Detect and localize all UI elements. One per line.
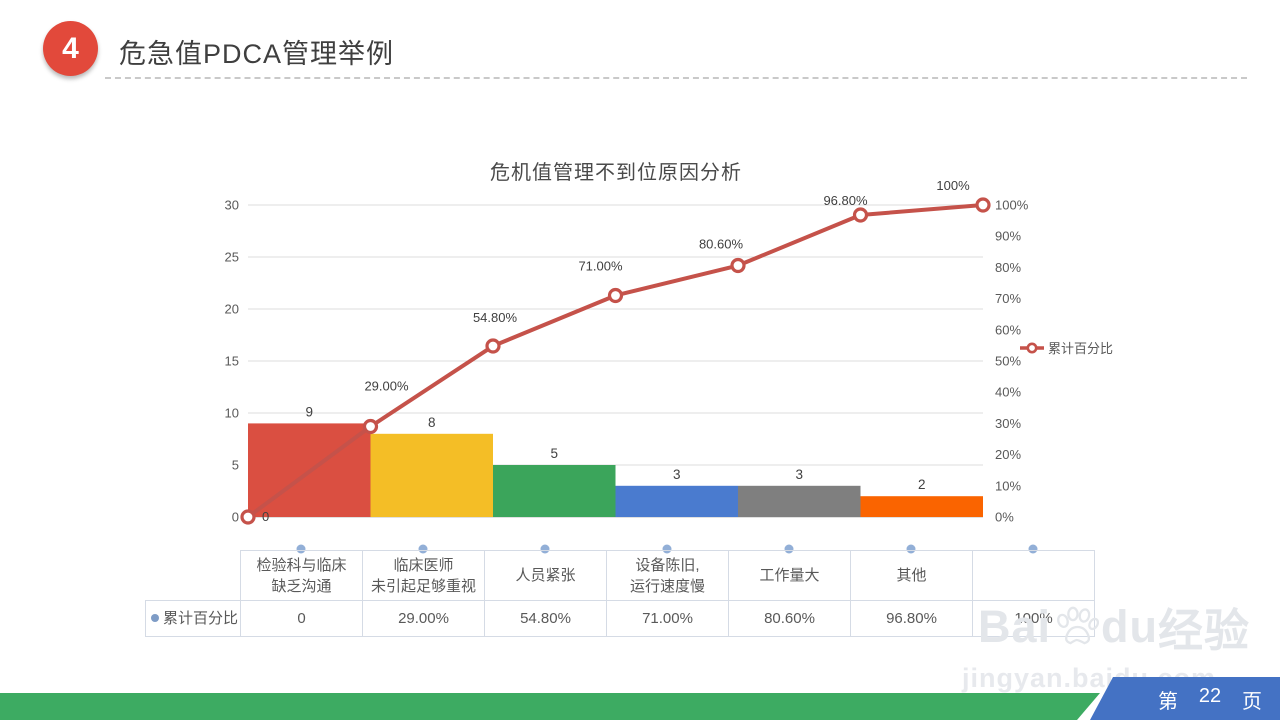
left-axis-tick: 20 <box>225 302 239 317</box>
table-header-line: 临床医师 <box>393 556 454 574</box>
bar-value-label: 3 <box>673 467 681 482</box>
right-axis-tick: 10% <box>995 478 1021 493</box>
line-marker <box>852 207 869 223</box>
right-axis-tick: 60% <box>995 322 1021 337</box>
table-value-cell: 100% <box>972 600 1096 637</box>
table-header-line: 缺乏沟通 <box>271 577 332 595</box>
slide-title: 危急值PDCA管理举例 <box>119 39 395 69</box>
table-value-cell: 80.60% <box>728 600 852 637</box>
data-table: 检验科与临床 缺乏沟通 临床医师 未引起足够重视 人员紧张 设备陈旧, 运行速度慢 工作量大其… <box>144 550 1096 637</box>
legend-marker-dot <box>1026 342 1038 354</box>
left-axis-tick: 0 <box>232 510 239 525</box>
right-axis-tick: 70% <box>995 291 1021 306</box>
series-bullet-dot <box>151 614 159 622</box>
left-axis-tick: 30 <box>225 198 239 213</box>
right-axis-tick: 90% <box>995 229 1021 244</box>
line-marker <box>240 509 256 525</box>
line-marker <box>485 338 501 354</box>
table-header-line: 工作量大 <box>759 567 820 584</box>
table-header-line: 运行速度慢 <box>630 577 706 595</box>
line-marker <box>975 197 991 213</box>
footer-page-number: 第 22 页 <box>1158 685 1262 714</box>
bar-value-label: 2 <box>918 477 926 492</box>
pareto-bar <box>615 485 738 517</box>
table-header-line: 未引起足够重视 <box>371 577 477 595</box>
right-axis-tick: 100% <box>995 198 1029 213</box>
table-value-cell: 54.80% <box>484 600 608 637</box>
line-point-label: 54.80% <box>473 310 518 325</box>
line-point-label: 71.00% <box>578 258 623 273</box>
line-marker <box>362 418 379 435</box>
section-number-badge: 4 <box>43 21 98 76</box>
table-value-cell: 0 <box>240 600 364 637</box>
table-corner-blank <box>146 551 241 601</box>
table-value-cell: 29.00% <box>362 600 486 637</box>
table-header-cell: 临床医师未引起足够重视 <box>362 550 486 601</box>
bar-value-label: 5 <box>550 446 558 461</box>
table-header-line: 设备陈旧, <box>635 556 700 574</box>
page-suffix: 页 <box>1242 691 1262 713</box>
chart-title: 危机值管理不到位原因分析 <box>490 162 742 184</box>
right-axis-tick: 30% <box>995 416 1021 431</box>
left-axis-tick: 5 <box>232 458 239 473</box>
left-axis-tick: 15 <box>225 354 239 369</box>
footer-page-shape <box>1090 677 1280 720</box>
pareto-bar <box>738 485 861 517</box>
right-axis-tick: 20% <box>995 447 1021 462</box>
header-divider <box>105 77 1247 79</box>
table-header-line: 人员紧张 <box>515 567 576 584</box>
legend-label: 累计百分比 <box>1048 341 1113 356</box>
line-point-label: 100% <box>936 178 970 193</box>
bar-value-label: 3 <box>795 467 803 482</box>
table-row-label: 累计百分比 <box>144 600 242 637</box>
line-point-label: 80.60% <box>699 237 744 252</box>
line-point-label: 29.00% <box>364 379 409 394</box>
pareto-bar <box>493 465 616 517</box>
right-axis-tick: 50% <box>995 354 1021 369</box>
data-table-container: 检验科与临床 缺乏沟通 临床医师 未引起足够重视 人员紧张 设备陈旧, 运行速度慢 工作量大其… <box>144 550 1096 637</box>
table-header-cell: 设备陈旧, 运行速度慢 <box>606 550 730 601</box>
pareto-bar <box>860 496 983 517</box>
table-value-cell: 71.00% <box>606 600 730 637</box>
pareto-bar <box>370 433 493 517</box>
table-header-line: 其他 <box>896 567 927 584</box>
table-header-cell: 检验科与临床 缺乏沟通 <box>240 550 364 601</box>
page-number: 22 <box>1198 685 1222 707</box>
left-axis-tick: 10 <box>225 406 239 421</box>
table-row-label-text: 累计百分比 <box>163 610 239 627</box>
page-prefix: 第 <box>1158 691 1178 713</box>
right-axis-tick: 40% <box>995 385 1021 400</box>
line-marker <box>730 257 746 274</box>
table-value-cell: 96.80% <box>850 600 974 637</box>
bar-value-label: 9 <box>305 404 313 419</box>
table-header-cell: 人员紧张 <box>484 550 608 601</box>
bar-value-label: 8 <box>428 415 436 430</box>
right-axis-tick: 0% <box>995 510 1014 525</box>
line-marker <box>607 287 624 304</box>
table-header-line: 检验科与临床 <box>256 556 347 574</box>
table-header-cell <box>972 550 1096 601</box>
line-point-label: 96.80% <box>823 193 868 208</box>
table-header-cell: 工作量大 <box>728 550 852 601</box>
right-axis-tick: 80% <box>995 260 1021 275</box>
left-axis-tick: 25 <box>225 250 239 265</box>
line-point-label: 0 <box>262 509 269 524</box>
table-header-cell: 其他 <box>850 550 974 601</box>
footer-green-bar <box>0 693 1100 720</box>
